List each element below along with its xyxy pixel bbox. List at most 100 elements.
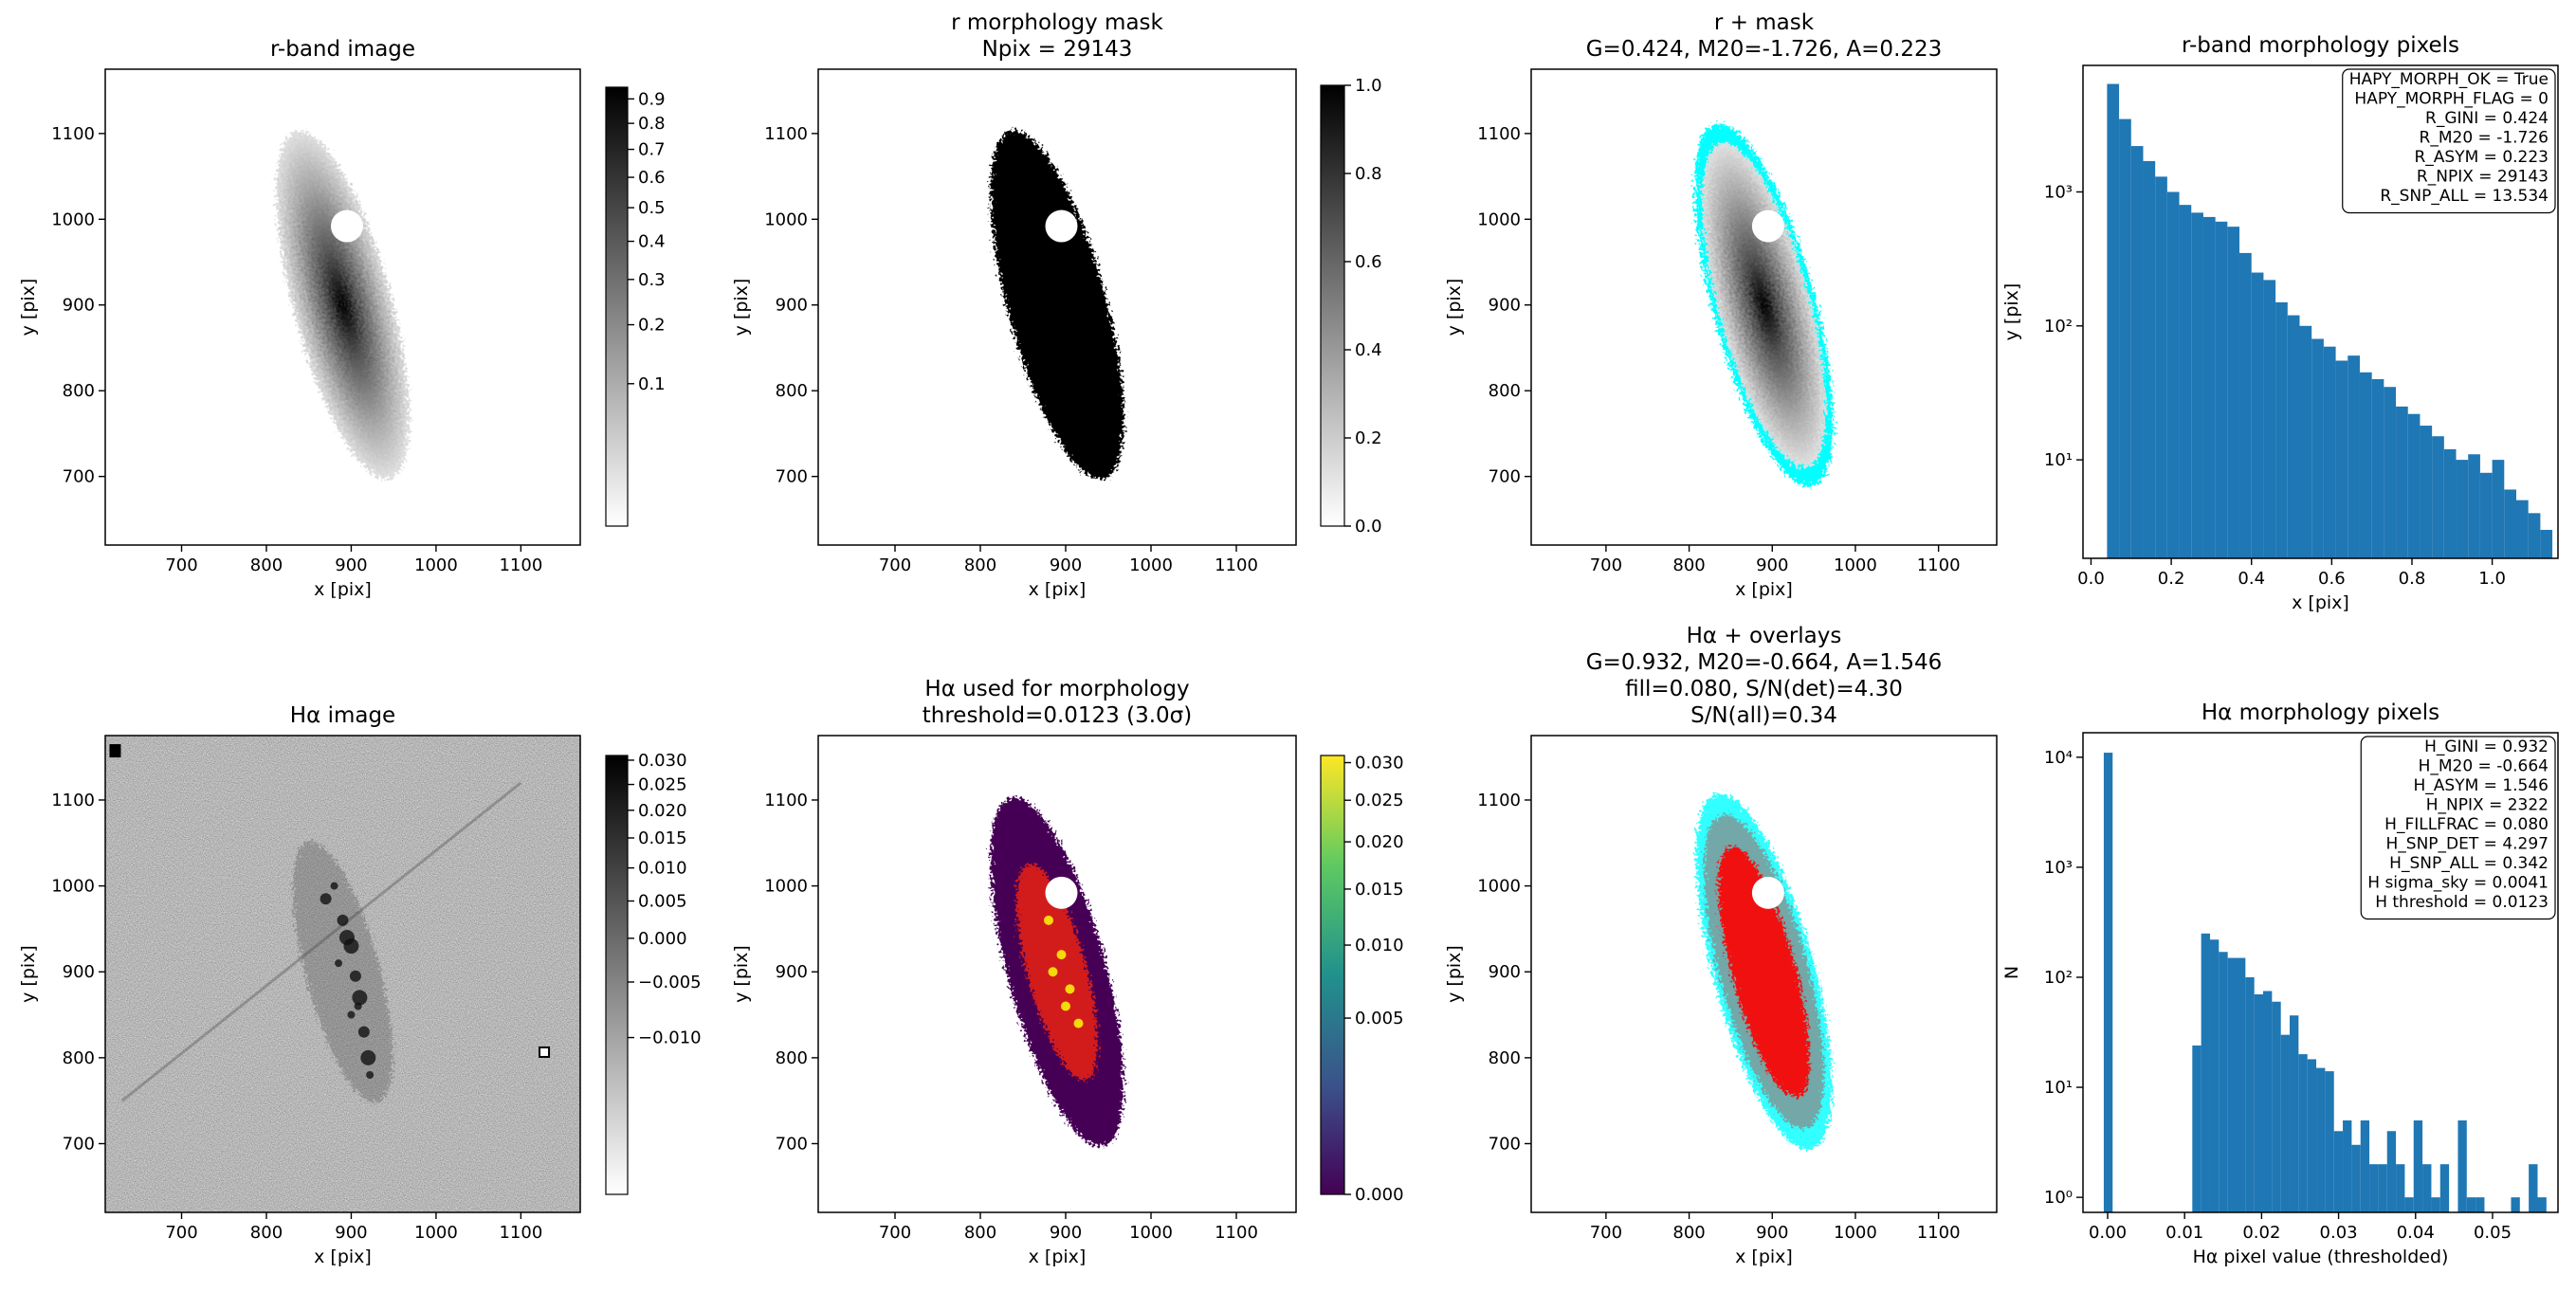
- colorbar-tick-label: 1.0: [1355, 76, 1382, 96]
- x-tick-label: 0.0: [2077, 569, 2105, 589]
- panel-title: Hα morphology pixels: [2201, 701, 2439, 725]
- colorbar-tick-label: 0.3: [638, 270, 666, 290]
- bar: [2359, 372, 2372, 558]
- x-tick-label: 800: [250, 555, 283, 575]
- galaxy: [276, 130, 410, 480]
- bar: [2155, 176, 2167, 558]
- plot-area: [2107, 83, 2553, 558]
- axes-frame: [104, 735, 581, 1213]
- detection-overlay: [1718, 846, 1810, 1098]
- bar: [2431, 1197, 2440, 1212]
- colorbar: [1320, 755, 1345, 1195]
- x-tick-label: 0.01: [2165, 1223, 2203, 1243]
- bar: [2457, 1120, 2467, 1212]
- bar: [2272, 1001, 2281, 1212]
- x-tick-label: 800: [250, 1223, 283, 1243]
- bar: [2384, 387, 2397, 558]
- x-tick-label: 1100: [1215, 1223, 1258, 1243]
- x-tick-label: 0.2: [2158, 569, 2185, 589]
- bar: [2466, 1197, 2476, 1212]
- bar: [2227, 957, 2237, 1212]
- colorbar-tick-label: 0.4: [1355, 340, 1382, 360]
- x-tick-label: 1100: [499, 1223, 542, 1243]
- colorbar: [605, 86, 629, 527]
- axes-frame: [2082, 64, 2559, 559]
- bar: [2468, 454, 2480, 558]
- annotation-text: H_NPIX = 2322: [2426, 796, 2549, 815]
- x-tick-label: 0.4: [2238, 569, 2265, 589]
- x-axis-label: x [pix]: [1029, 1247, 1087, 1267]
- annotation-text: H_GINI = 0.932: [2424, 737, 2549, 756]
- annotation-text: H_SNP_DET = 4.297: [2386, 835, 2549, 854]
- y-tick-label: 1000: [1477, 209, 1521, 229]
- y-tick-label: 10¹: [2044, 450, 2073, 470]
- annotation-text: R_ASYM = 0.223: [2414, 148, 2549, 167]
- x-tick-label: 700: [1590, 555, 1622, 575]
- y-tick-label: 1100: [1477, 124, 1521, 144]
- panel-title: r morphology mask: [951, 10, 1163, 35]
- bar: [2209, 939, 2220, 1212]
- y-tick-label: 800: [1489, 381, 1521, 401]
- x-axis-label: x [pix]: [1735, 579, 1793, 600]
- y-tick-label: 900: [776, 962, 808, 982]
- y-tick-label: 900: [63, 296, 95, 316]
- bar: [2219, 952, 2228, 1212]
- y-tick-label: 1000: [51, 877, 95, 897]
- x-axis-label: Hα pixel value (thresholded): [2193, 1247, 2449, 1267]
- x-tick-label: 700: [879, 555, 911, 575]
- x-tick-label: 1100: [1917, 1223, 1961, 1243]
- bar: [2407, 413, 2421, 558]
- bar: [2280, 1034, 2291, 1212]
- y-axis-label: y [pix]: [731, 279, 752, 337]
- x-tick-label: 1.0: [2478, 569, 2506, 589]
- bar: [2202, 216, 2216, 558]
- bar: [2371, 379, 2384, 558]
- masked-region: [1751, 209, 1784, 243]
- y-tick-label: 700: [63, 1134, 95, 1154]
- colorbar-tick-label: −0.010: [638, 1028, 702, 1048]
- colorbar: [1320, 84, 1345, 527]
- axes-frame: [104, 68, 581, 546]
- x-tick-label: 1000: [1834, 555, 1877, 575]
- colorbar-tick-label: 0.1: [638, 374, 666, 394]
- annotation-text: HAPY_MORPH_OK = True: [2349, 70, 2549, 89]
- y-axis-label: y [pix]: [1444, 279, 1465, 337]
- axes-frame: [1530, 735, 1998, 1213]
- colorbar-tick-label: 0.000: [1355, 1185, 1404, 1205]
- y-tick-label: 900: [776, 296, 808, 316]
- x-tick-label: 1000: [414, 555, 458, 575]
- emission-peak: [1056, 950, 1067, 960]
- bright-source: [539, 1046, 551, 1058]
- y-axis-label: y [pix]: [2001, 283, 2022, 341]
- bar: [2504, 489, 2516, 558]
- galaxy-mask: [990, 130, 1124, 480]
- bar: [2540, 529, 2553, 558]
- x-tick-label: 900: [1050, 1223, 1082, 1243]
- y-tick-label: 1100: [51, 124, 95, 144]
- bar: [2360, 1120, 2370, 1212]
- x-tick-label: 800: [1672, 1223, 1705, 1243]
- x-tick-label: 700: [879, 1223, 911, 1243]
- panel-title: S/N(all)=0.34: [1690, 703, 1837, 728]
- annotation-text: R_SNP_ALL = 13.534: [2380, 187, 2549, 206]
- bar: [2311, 338, 2324, 558]
- masked-region: [1045, 876, 1078, 909]
- bar: [2515, 500, 2529, 558]
- emission-knot: [347, 1010, 356, 1019]
- bar: [2369, 1164, 2379, 1212]
- y-tick-label: 900: [63, 962, 95, 982]
- plot-area: [276, 130, 410, 480]
- bar: [2239, 252, 2252, 558]
- bar: [2422, 1164, 2432, 1212]
- colorbar-tick-label: 0.010: [1355, 936, 1404, 955]
- panel-title: r-band morphology pixels: [2182, 33, 2459, 58]
- plot-area: [1695, 793, 1833, 1150]
- axes-frame: [817, 68, 1297, 546]
- bar: [2130, 146, 2144, 558]
- y-tick-label: 1100: [764, 124, 808, 144]
- colorbar: [605, 755, 629, 1195]
- y-tick-label: 900: [1489, 296, 1521, 316]
- galaxy-faint: [292, 841, 393, 1103]
- bar: [2166, 191, 2180, 558]
